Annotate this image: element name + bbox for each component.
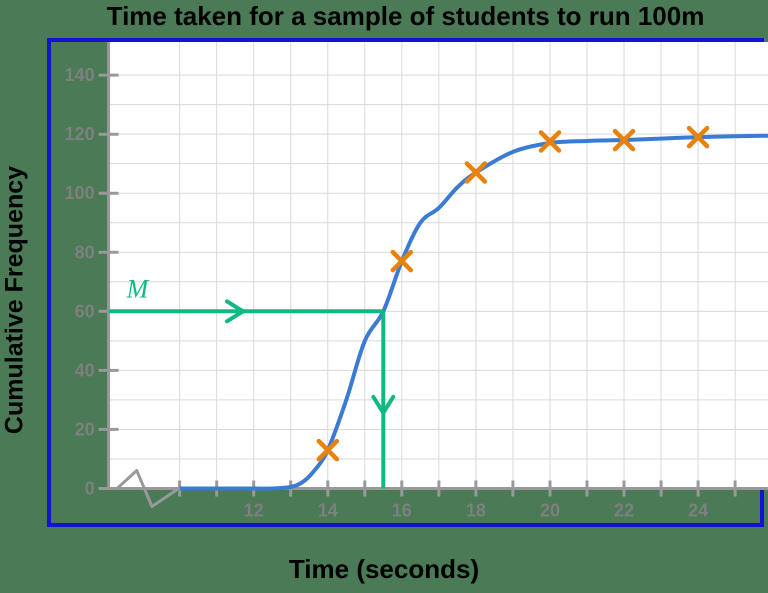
svg-text:20: 20: [540, 501, 560, 521]
svg-text:120: 120: [65, 124, 95, 144]
svg-text:M: M: [126, 274, 150, 303]
svg-text:22: 22: [614, 501, 634, 521]
svg-text:40: 40: [75, 360, 95, 380]
svg-text:80: 80: [75, 242, 95, 262]
svg-text:18: 18: [466, 501, 486, 521]
svg-text:24: 24: [688, 501, 708, 521]
svg-text:0: 0: [85, 479, 95, 499]
svg-text:100: 100: [65, 183, 95, 203]
svg-text:12: 12: [244, 501, 264, 521]
svg-text:20: 20: [75, 419, 95, 439]
svg-text:140: 140: [65, 65, 95, 85]
svg-text:60: 60: [75, 301, 95, 321]
svg-text:14: 14: [318, 501, 338, 521]
svg-text:16: 16: [392, 501, 412, 521]
